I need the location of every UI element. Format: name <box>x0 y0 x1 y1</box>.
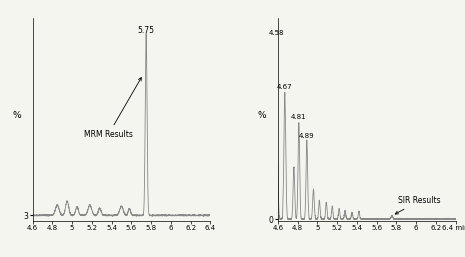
Text: 4.67: 4.67 <box>277 84 292 90</box>
Text: 4.89: 4.89 <box>299 133 315 139</box>
Text: MRM Results: MRM Results <box>84 78 141 139</box>
Text: 4.58: 4.58 <box>269 30 284 36</box>
Y-axis label: %: % <box>12 111 21 120</box>
Text: 4.81: 4.81 <box>291 114 306 120</box>
Text: SIR Results: SIR Results <box>395 196 441 214</box>
Y-axis label: %: % <box>258 111 266 120</box>
Text: 5.75: 5.75 <box>138 26 155 35</box>
